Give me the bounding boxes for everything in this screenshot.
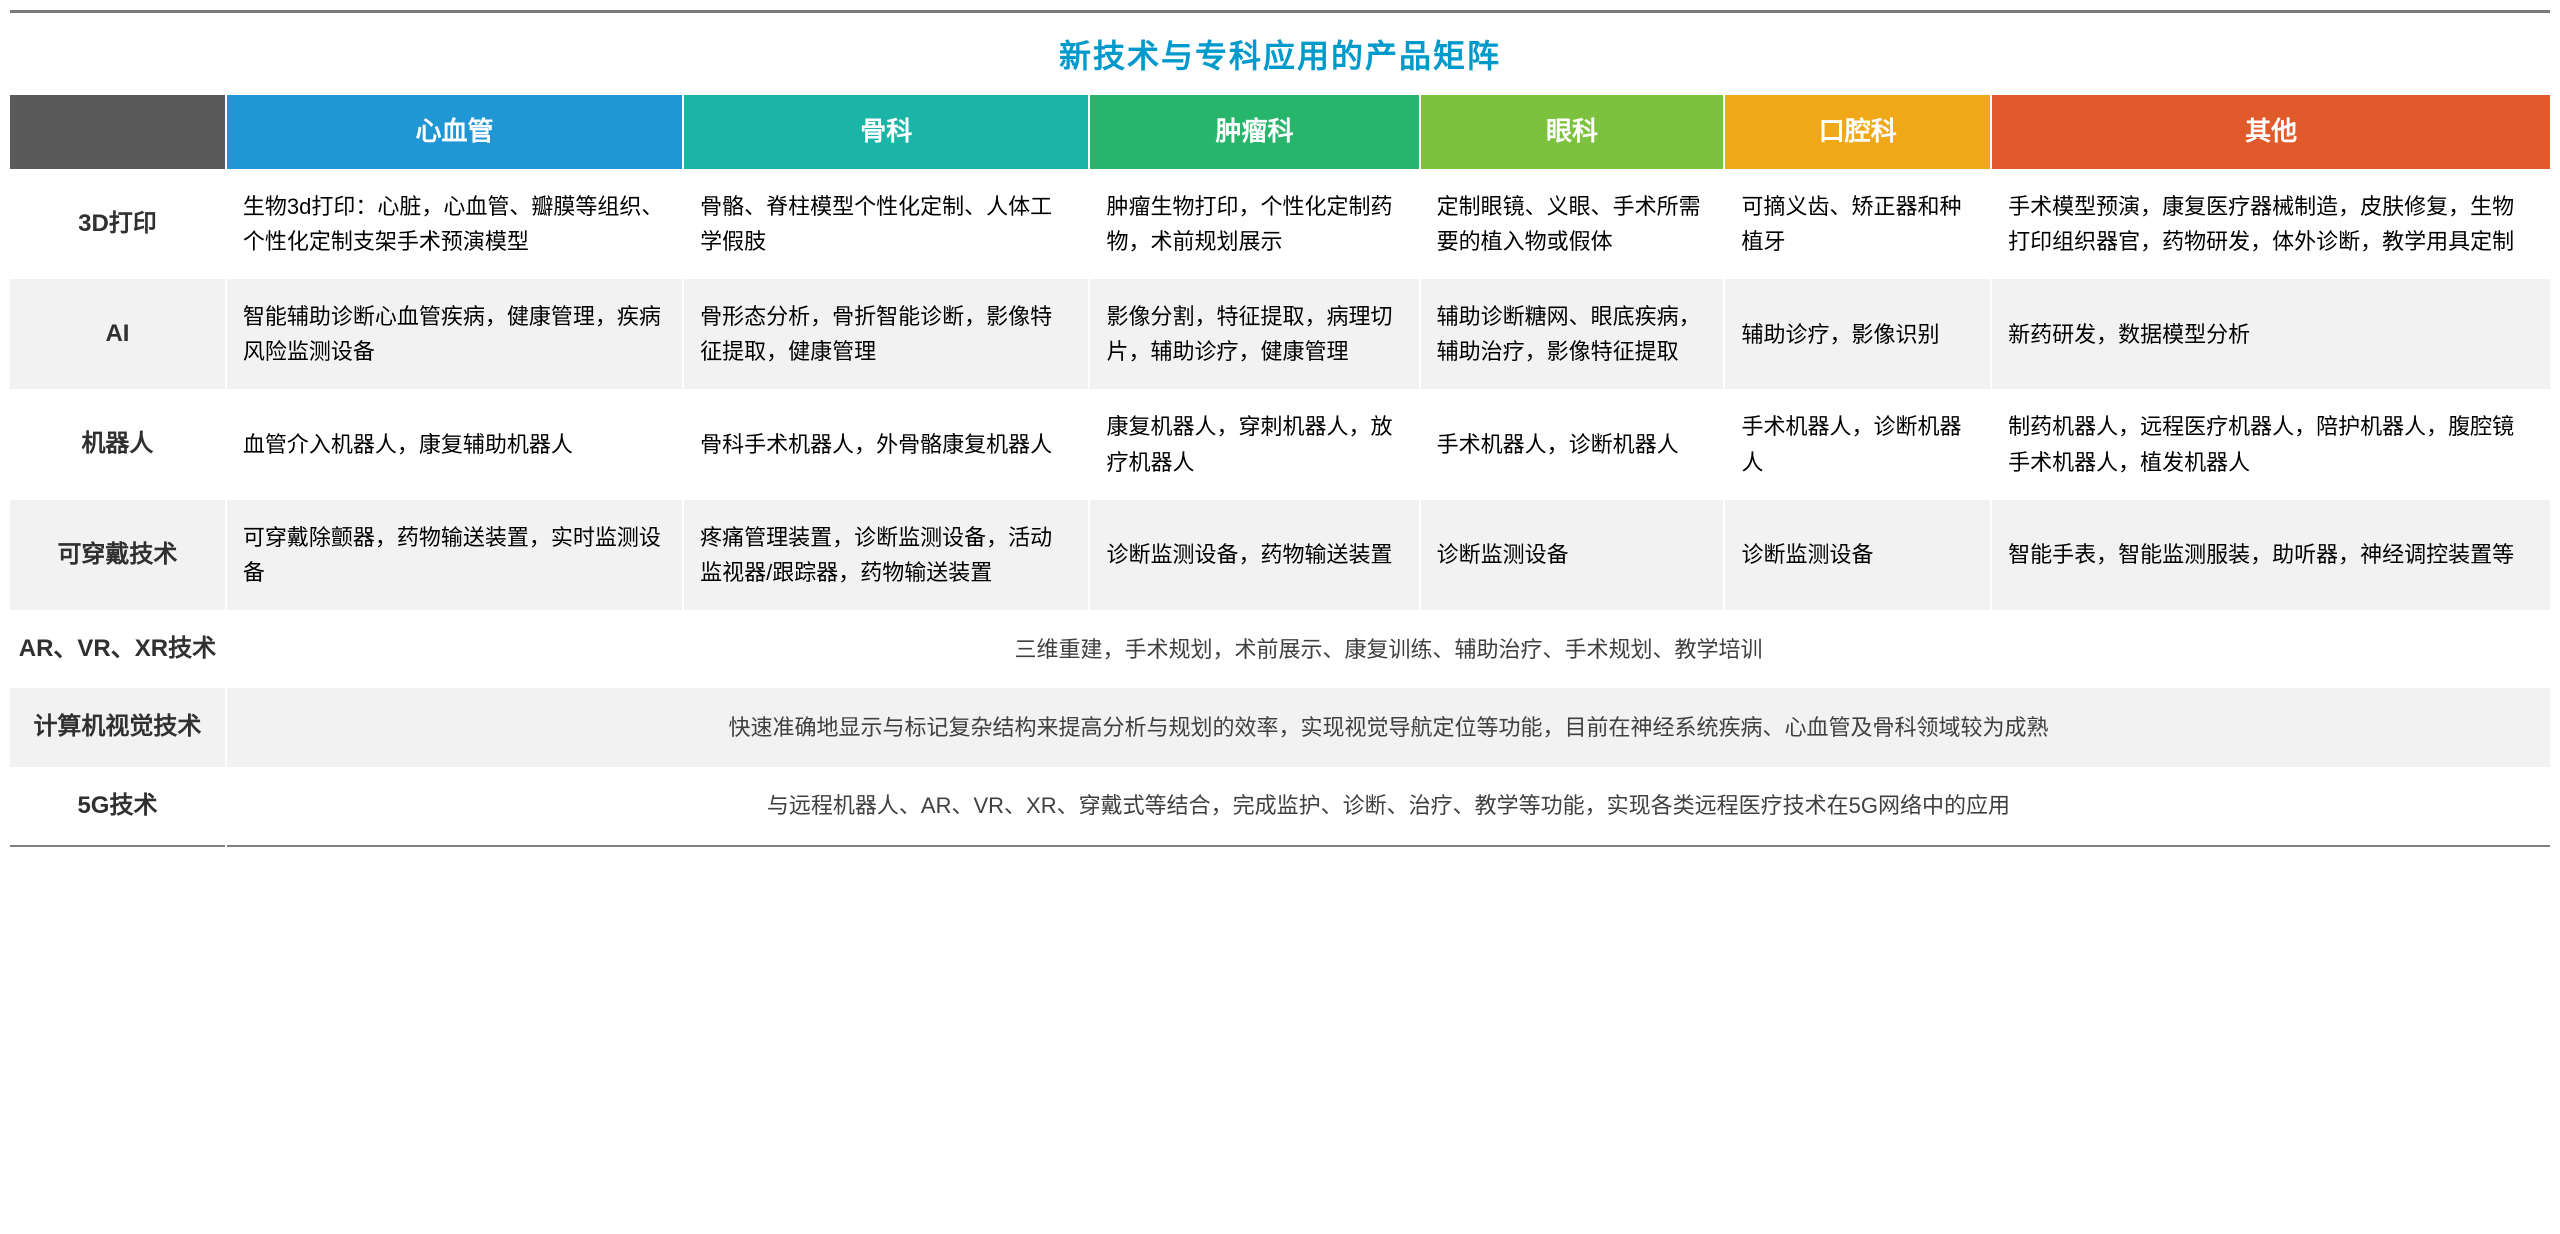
row-label: 机器人 [10,389,226,499]
cell: 智能手表，智能监测服装，助听器，神经调控装置等 [1991,500,2550,610]
cell: 新药研发，数据模型分析 [1991,279,2550,389]
cell: 智能辅助诊断心血管疾病，健康管理，疾病风险监测设备 [226,279,683,389]
cell: 诊断监测设备 [1724,500,1991,610]
cell: 肿瘤生物打印，个性化定制药物，术前规划展示 [1089,169,1419,279]
cell: 可摘义齿、矫正器和种植牙 [1724,169,1991,279]
table-row: AI智能辅助诊断心血管疾病，健康管理，疾病风险监测设备骨形态分析，骨折智能诊断，… [10,279,2550,389]
cell: 骨科手术机器人，外骨骼康复机器人 [683,389,1089,499]
cell: 诊断监测设备 [1420,500,1725,610]
cell: 生物3d打印：心脏，心血管、瓣膜等组织、个性化定制支架手术预演模型 [226,169,683,279]
cell: 诊断监测设备，药物输送装置 [1089,500,1419,610]
row-label: AR、VR、XR技术 [10,610,226,688]
cell: 手术机器人，诊断机器人 [1420,389,1725,499]
cell: 康复机器人，穿刺机器人，放疗机器人 [1089,389,1419,499]
table-row: 3D打印生物3d打印：心脏，心血管、瓣膜等组织、个性化定制支架手术预演模型骨骼、… [10,169,2550,279]
table-body: 3D打印生物3d打印：心脏，心血管、瓣膜等组织、个性化定制支架手术预演模型骨骼、… [10,169,2550,847]
merged-cell: 三维重建，手术规划，术前展示、康复训练、辅助治疗、手术规划、教学培训 [226,610,2550,688]
page-title: 新技术与专科应用的产品矩阵 [10,13,2550,95]
merged-cell: 快速准确地显示与标记复杂结构来提高分析与规划的效率，实现视觉导航定位等功能，目前… [226,688,2550,766]
row-label: 3D打印 [10,169,226,279]
table-row: 机器人血管介入机器人，康复辅助机器人骨科手术机器人，外骨骼康复机器人康复机器人，… [10,389,2550,499]
cell: 手术模型预演，康复医疗器械制造，皮肤修复，生物打印组织器官，药物研发，体外诊断，… [1991,169,2550,279]
cell: 辅助诊疗，影像识别 [1724,279,1991,389]
col-header: 其他 [1991,95,2550,169]
matrix-container: 新技术与专科应用的产品矩阵 心血管 骨科 肿瘤科 眼科 口腔科 其他 3D打印生… [10,10,2550,847]
col-header: 心血管 [226,95,683,169]
cell: 骨骼、脊柱模型个性化定制、人体工学假肢 [683,169,1089,279]
col-header: 肿瘤科 [1089,95,1419,169]
product-matrix-table: 心血管 骨科 肿瘤科 眼科 口腔科 其他 3D打印生物3d打印：心脏，心血管、瓣… [10,95,2550,847]
cell: 制药机器人，远程医疗机器人，陪护机器人，腹腔镜手术机器人，植发机器人 [1991,389,2550,499]
col-header: 眼科 [1420,95,1725,169]
cell: 手术机器人，诊断机器人 [1724,389,1991,499]
col-header: 口腔科 [1724,95,1991,169]
row-label: 5G技术 [10,767,226,846]
table-row-merged: 5G技术与远程机器人、AR、VR、XR、穿戴式等结合，完成监护、诊断、治疗、教学… [10,767,2550,846]
row-label: 可穿戴技术 [10,500,226,610]
row-label: 计算机视觉技术 [10,688,226,766]
table-row: 可穿戴技术可穿戴除颤器，药物输送装置，实时监测设备疼痛管理装置，诊断监测设备，活… [10,500,2550,610]
cell: 疼痛管理装置，诊断监测设备，活动监视器/跟踪器，药物输送装置 [683,500,1089,610]
cell: 影像分割，特征提取，病理切片，辅助诊疗，健康管理 [1089,279,1419,389]
table-row-merged: AR、VR、XR技术三维重建，手术规划，术前展示、康复训练、辅助治疗、手术规划、… [10,610,2550,688]
cell: 骨形态分析，骨折智能诊断，影像特征提取，健康管理 [683,279,1089,389]
merged-cell: 与远程机器人、AR、VR、XR、穿戴式等结合，完成监护、诊断、治疗、教学等功能，… [226,767,2550,846]
table-row-merged: 计算机视觉技术快速准确地显示与标记复杂结构来提高分析与规划的效率，实现视觉导航定… [10,688,2550,766]
cell: 辅助诊断糖网、眼底疾病，辅助治疗，影像特征提取 [1420,279,1725,389]
cell: 定制眼镜、义眼、手术所需要的植入物或假体 [1420,169,1725,279]
row-label: AI [10,279,226,389]
header-corner [10,95,226,169]
cell: 可穿戴除颤器，药物输送装置，实时监测设备 [226,500,683,610]
header-row: 心血管 骨科 肿瘤科 眼科 口腔科 其他 [10,95,2550,169]
col-header: 骨科 [683,95,1089,169]
cell: 血管介入机器人，康复辅助机器人 [226,389,683,499]
